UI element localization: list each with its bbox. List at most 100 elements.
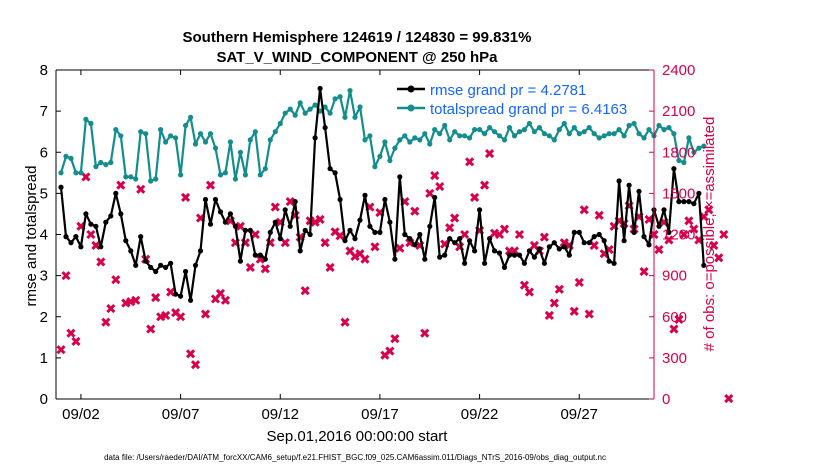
obs-cross-stroke: [151, 292, 161, 303]
obs-assimilated-marker: [480, 180, 490, 190]
rmse-point: [636, 188, 642, 194]
rmse-point: [173, 291, 179, 297]
obs-cross-stroke: [185, 349, 196, 359]
obs-assimilated-marker: [56, 345, 66, 355]
obs-cross-stroke: [181, 192, 191, 203]
obs-cross-stroke: [136, 184, 146, 194]
obs-cross-stroke: [554, 284, 564, 294]
obs-cross-stroke: [315, 214, 325, 224]
rmse-point: [631, 229, 637, 235]
rmse-point: [501, 264, 508, 270]
right-tick-label: 600: [662, 309, 687, 326]
rmse-point: [227, 211, 233, 217]
obs-assimilated-marker: [131, 295, 141, 305]
rmse-point: [143, 258, 149, 264]
obs-cross-stroke: [350, 251, 360, 261]
legend-totalspread-marker: [407, 104, 415, 112]
obs-assimilated-marker: [116, 180, 126, 190]
rmse-point: [437, 254, 443, 260]
obs-cross-stroke: [345, 246, 355, 256]
totalspread-point: [536, 125, 543, 131]
totalspread-point: [387, 157, 393, 164]
obs-cross-stroke: [131, 295, 141, 305]
obs-cross-stroke: [370, 242, 380, 252]
obs-assimilated-marker: [166, 287, 176, 297]
right-tick-label: 1800: [662, 144, 695, 161]
rmse-point: [342, 238, 348, 244]
obs-cross-stroke: [435, 181, 445, 192]
totalspread-point: [491, 129, 498, 135]
obs-cross-stroke: [91, 240, 101, 251]
obs-assimilated-marker: [435, 181, 445, 192]
rmse-point: [596, 231, 602, 238]
obs-cross-stroke: [719, 229, 729, 240]
obs-cross-stroke: [639, 266, 649, 277]
obs-assimilated-marker: [315, 214, 325, 224]
obs-cross-stroke: [714, 253, 724, 263]
totalspread-point: [382, 139, 388, 145]
totalspread-point: [626, 122, 632, 129]
rmse-point: [407, 236, 413, 242]
totalspread-point: [551, 137, 557, 143]
obs-cross-stroke: [644, 214, 654, 224]
rmse-point: [307, 231, 313, 238]
totalspread-point: [487, 125, 493, 131]
obs-assimilated-marker: [559, 238, 569, 248]
obs-assimilated-marker: [205, 180, 216, 190]
left-tick-label: 5: [40, 185, 48, 202]
obs-assimilated-marker: [190, 360, 201, 370]
totalspread-point: [636, 131, 642, 137]
left-axis-label: rmse and totalspread: [23, 166, 40, 307]
obs-cross-stroke: [355, 249, 365, 259]
totalspread-point: [417, 137, 423, 143]
left-tick-label: 0: [40, 391, 48, 408]
totalspread-point: [307, 106, 313, 112]
rmse-point: [123, 238, 129, 244]
series-layer: [56, 85, 734, 404]
obs-assimilated-marker: [245, 262, 255, 272]
obs-cross-stroke: [116, 180, 126, 190]
rmse-point: [138, 234, 144, 240]
rmse-point: [347, 227, 353, 233]
obs-cross-stroke: [470, 192, 480, 203]
totalspread-line: [59, 89, 705, 183]
rmse-point: [163, 264, 169, 270]
rmse-point: [272, 219, 278, 225]
obs-cross-stroke: [86, 229, 96, 240]
obs-assimilated-marker: [71, 336, 81, 346]
totalspread-point: [581, 129, 587, 135]
rmse-point: [382, 196, 388, 203]
obs-assimilated-marker: [484, 149, 495, 159]
obs-assimilated-marker: [684, 216, 694, 226]
obs-cross-stroke: [335, 231, 345, 241]
obs-cross-stroke: [146, 324, 156, 334]
obs-cross-stroke: [465, 157, 475, 167]
obs-cross-stroke: [430, 170, 440, 181]
obs-assimilated-marker: [260, 264, 270, 274]
rmse-point: [217, 209, 224, 215]
rmse-point: [666, 229, 672, 235]
x-tick-label: 09/02: [62, 406, 100, 423]
obs-assimilated-marker: [574, 277, 584, 288]
totalspread-point: [133, 176, 139, 182]
obs-assimilated-marker: [420, 328, 430, 338]
rmse-point: [133, 262, 139, 268]
obs-cross-stroke: [111, 275, 121, 285]
totalspread-point: [566, 131, 572, 137]
chart-subtitle: SAT_V_WIND_COMPONENT @ 250 hPa: [216, 49, 498, 66]
obs-cross-stroke: [200, 309, 211, 319]
rmse-point: [691, 201, 697, 207]
obs-assimilated-marker: [101, 317, 111, 327]
rmse-point: [546, 244, 552, 250]
obs-assimilated-marker: [176, 312, 186, 322]
rmse-point: [432, 194, 438, 201]
totalspread-point: [661, 127, 667, 133]
obs-assimilated-marker: [524, 287, 534, 297]
obs-cross-stroke: [524, 287, 534, 297]
obs-cross-stroke: [101, 317, 111, 327]
rmse-point: [377, 229, 383, 235]
x-tick-label: 09/27: [560, 406, 598, 423]
obs-cross-stroke: [395, 243, 405, 253]
totalspread-point: [192, 141, 199, 147]
obs-assimilated-marker: [86, 229, 96, 240]
